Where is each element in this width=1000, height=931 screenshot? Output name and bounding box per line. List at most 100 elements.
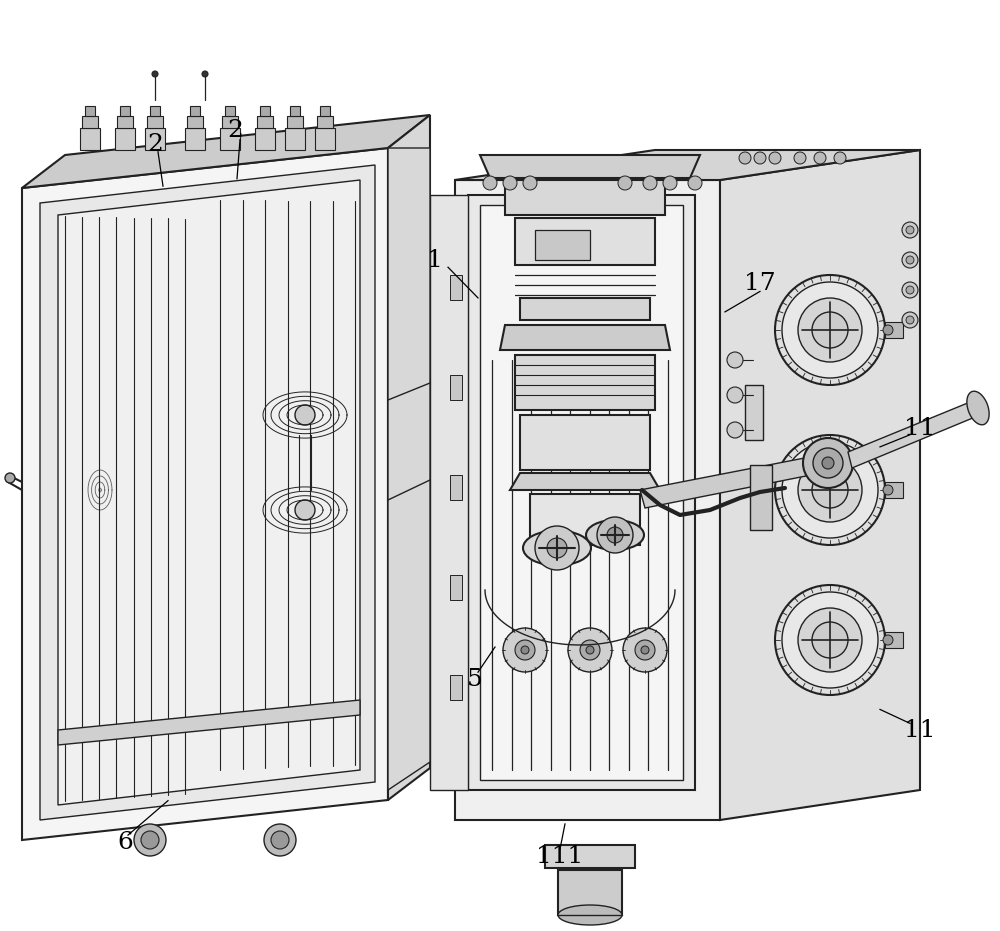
Circle shape	[141, 831, 159, 849]
Circle shape	[739, 152, 751, 164]
Text: 11: 11	[904, 720, 936, 742]
Circle shape	[635, 640, 655, 660]
Circle shape	[775, 275, 885, 385]
Circle shape	[803, 438, 853, 488]
Bar	[290, 106, 300, 116]
Circle shape	[769, 152, 781, 164]
Circle shape	[798, 608, 862, 672]
Polygon shape	[480, 155, 700, 178]
Bar	[190, 106, 200, 116]
Bar	[260, 106, 270, 116]
Text: 17: 17	[744, 273, 776, 295]
Circle shape	[586, 646, 594, 654]
Circle shape	[580, 640, 600, 660]
Polygon shape	[848, 400, 980, 468]
Bar	[450, 375, 462, 400]
Bar	[320, 106, 330, 116]
Polygon shape	[515, 355, 655, 410]
Circle shape	[618, 176, 632, 190]
Circle shape	[503, 628, 547, 672]
Polygon shape	[558, 870, 622, 915]
Bar	[257, 116, 273, 128]
Bar	[255, 128, 275, 150]
Circle shape	[883, 485, 893, 495]
Circle shape	[902, 252, 918, 268]
Bar	[535, 230, 590, 260]
Polygon shape	[58, 180, 360, 805]
Circle shape	[754, 152, 766, 164]
Bar	[450, 275, 462, 300]
Text: 5: 5	[467, 668, 483, 691]
Circle shape	[822, 457, 834, 469]
Circle shape	[798, 298, 862, 362]
Circle shape	[782, 282, 878, 378]
Bar	[82, 116, 98, 128]
Circle shape	[813, 448, 843, 478]
Circle shape	[688, 176, 702, 190]
Ellipse shape	[523, 531, 591, 565]
Bar	[885, 632, 903, 648]
Bar	[450, 575, 462, 600]
Bar	[185, 128, 205, 150]
Circle shape	[727, 387, 743, 403]
Circle shape	[727, 422, 743, 438]
Text: 111: 111	[536, 845, 584, 868]
Ellipse shape	[586, 520, 644, 550]
Bar	[285, 128, 305, 150]
Text: 6: 6	[117, 831, 133, 854]
Bar	[117, 116, 133, 128]
Bar	[885, 482, 903, 498]
Polygon shape	[515, 218, 655, 265]
Circle shape	[535, 526, 579, 570]
Circle shape	[521, 646, 529, 654]
Circle shape	[547, 538, 567, 558]
Text: 1: 1	[427, 250, 443, 272]
Circle shape	[523, 176, 537, 190]
Circle shape	[883, 325, 893, 335]
Circle shape	[906, 256, 914, 264]
Polygon shape	[40, 165, 375, 820]
Circle shape	[623, 628, 667, 672]
Circle shape	[782, 442, 878, 538]
Circle shape	[727, 352, 743, 368]
Polygon shape	[640, 455, 826, 508]
Circle shape	[295, 405, 315, 425]
Circle shape	[902, 222, 918, 238]
Circle shape	[503, 176, 517, 190]
Circle shape	[812, 622, 848, 658]
Bar	[225, 106, 235, 116]
Polygon shape	[520, 298, 650, 320]
Polygon shape	[22, 148, 388, 840]
Circle shape	[902, 282, 918, 298]
Circle shape	[607, 527, 623, 543]
Circle shape	[483, 176, 497, 190]
Bar	[287, 116, 303, 128]
Bar	[150, 106, 160, 116]
Polygon shape	[530, 494, 640, 545]
Circle shape	[883, 635, 893, 645]
Polygon shape	[510, 473, 660, 490]
Circle shape	[798, 458, 862, 522]
Polygon shape	[455, 150, 920, 180]
Polygon shape	[720, 150, 920, 820]
Circle shape	[906, 316, 914, 324]
Circle shape	[271, 831, 289, 849]
Circle shape	[794, 152, 806, 164]
Bar	[115, 128, 135, 150]
Circle shape	[202, 71, 208, 77]
Bar	[120, 106, 130, 116]
Polygon shape	[388, 115, 430, 800]
Bar	[745, 385, 763, 440]
Bar	[187, 116, 203, 128]
Circle shape	[812, 312, 848, 348]
Circle shape	[134, 824, 166, 856]
Polygon shape	[500, 325, 670, 350]
Bar	[147, 116, 163, 128]
Ellipse shape	[967, 391, 989, 425]
Bar	[750, 465, 772, 530]
Circle shape	[5, 473, 15, 483]
Circle shape	[568, 628, 612, 672]
Polygon shape	[545, 845, 635, 868]
Text: 2: 2	[227, 119, 243, 142]
Bar	[85, 106, 95, 116]
